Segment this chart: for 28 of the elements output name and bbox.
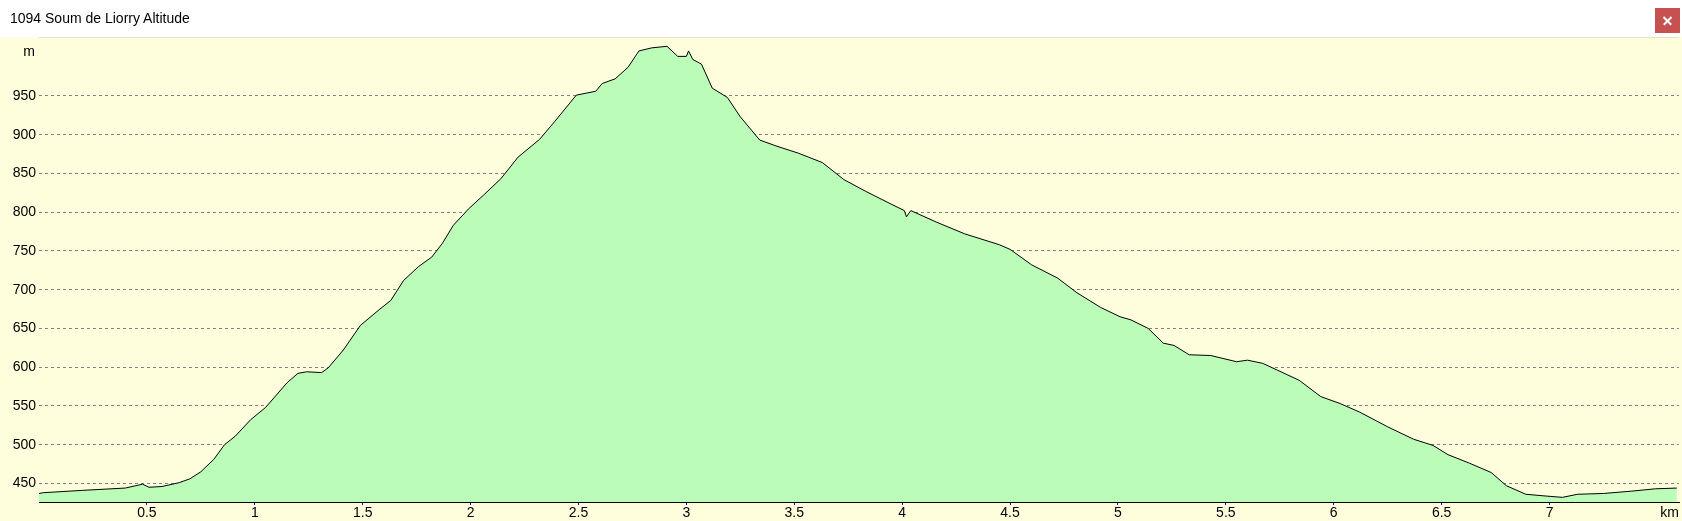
- y-tick-label: 450: [12, 474, 37, 491]
- y-tick-label: 800: [12, 203, 37, 220]
- x-tick-label: 4.5: [1000, 504, 1020, 521]
- x-tick-label: 0.5: [137, 504, 157, 521]
- y-tick-label: 950: [12, 86, 37, 103]
- x-tick-label: 2.5: [568, 504, 589, 521]
- y-tick-label: 500: [12, 435, 37, 452]
- y-axis-title: m: [23, 42, 35, 59]
- x-tick-label: 6: [1329, 504, 1338, 521]
- x-tick-label: 2: [466, 504, 475, 521]
- x-tick-label: 1: [250, 504, 259, 521]
- x-tick-label: 3: [682, 504, 691, 521]
- x-tick-label: 7: [1545, 504, 1554, 521]
- chart-title: 1094 Soum de Liorry Altitude: [10, 10, 190, 27]
- x-tick-label: 4: [898, 504, 907, 521]
- y-tick-label: 550: [12, 396, 37, 413]
- x-axis-title: km: [1660, 503, 1679, 520]
- y-tick-label: 650: [12, 319, 37, 336]
- x-tick-label: 6.5: [1431, 504, 1452, 521]
- x-tick-label: 3.5: [784, 504, 805, 521]
- y-tick-label: 900: [12, 125, 37, 142]
- y-tick-label: 850: [12, 164, 37, 181]
- x-tick-label: 5.5: [1216, 504, 1236, 521]
- x-tick-label: 1.5: [352, 504, 373, 521]
- y-tick-label: 600: [12, 358, 37, 375]
- x-tick-label: 5: [1114, 504, 1123, 521]
- y-tick-label: 750: [12, 241, 37, 258]
- y-tick-label: 700: [12, 280, 37, 297]
